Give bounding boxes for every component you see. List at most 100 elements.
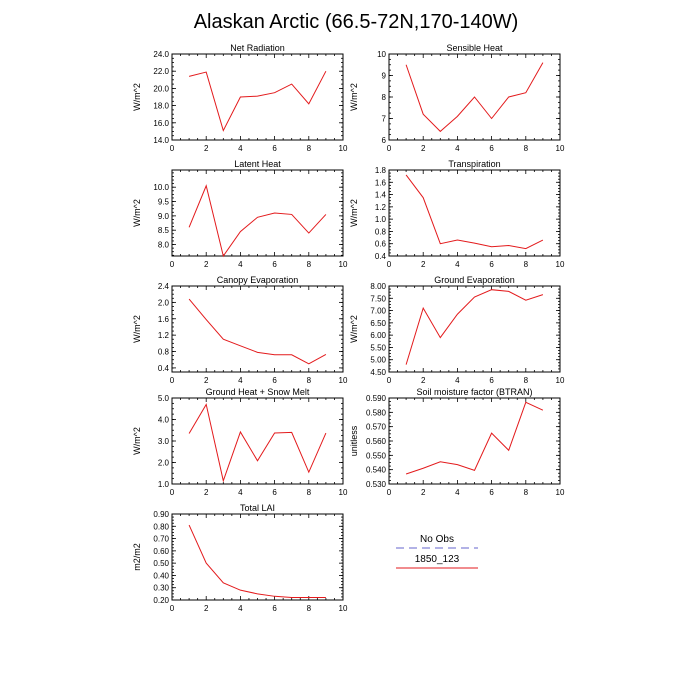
series-line-1 [405,174,544,250]
y-tick-label: 10 [377,50,386,59]
y-axis-label: W/m^2 [349,199,359,227]
y-axis-label: unitless [349,425,359,456]
x-tick-label: 10 [339,376,348,385]
x-tick-label: 2 [204,604,209,613]
y-tick-label: 0.580 [366,408,387,417]
chart-panel-4: Transpiration W/m^2 0 2 4 6 8 10 0.4 0.6 0.8 1.0 1.2… [349,159,565,269]
y-tick-label: 8.00 [370,282,386,291]
series-line-1 [405,401,544,475]
series-line-1 [188,403,327,483]
y-tick-label: 1.6 [158,315,170,324]
x-tick-label: 10 [556,376,565,385]
series-line-1 [188,184,327,258]
x-tick-label: 4 [238,260,243,269]
y-tick-label: 0.60 [153,547,169,556]
y-tick-label: 22.0 [153,67,169,76]
x-tick-label: 2 [204,376,209,385]
x-tick-label: 8 [524,376,529,385]
y-tick-label: 5.00 [370,356,386,365]
x-tick-label: 8 [307,604,312,613]
plot-frame [171,169,344,257]
y-tick-label: 7.00 [370,307,386,316]
y-tick-label: 24.0 [153,50,169,59]
panel-title: Ground Heat + Snow Melt [206,387,310,397]
y-tick-label: 0.540 [366,466,387,475]
x-tick-label: 2 [204,260,209,269]
y-tick-label: 6.00 [370,331,386,340]
plot-frame [388,285,561,373]
x-tick-label: 2 [421,488,426,497]
y-axis-label: W/m^2 [349,315,359,343]
x-tick-label: 8 [307,260,312,269]
x-tick-label: 8 [307,376,312,385]
chart-panel-6: Ground Evaporation W/m^2 0 2 4 6 8 10 4.50 5.00 5.… [349,275,565,385]
series-line-1 [405,62,544,133]
x-tick-label: 10 [339,144,348,153]
x-tick-label: 2 [204,488,209,497]
x-tick-label: 8 [307,144,312,153]
y-tick-label: 18.0 [153,102,169,111]
y-tick-label: 4.0 [158,416,170,425]
y-tick-label: 0.590 [366,394,387,403]
panel-title: Transpiration [448,159,500,169]
y-tick-label: 9.5 [158,198,170,207]
y-tick-label: 7 [382,115,387,124]
legend-label-1850-123: 1850_123 [415,554,460,565]
y-axis-label: W/m^2 [132,83,142,111]
y-tick-label: 0.4 [375,252,387,261]
y-tick-label: 9 [382,72,387,81]
x-tick-label: 4 [455,376,460,385]
y-axis-label: W/m^2 [132,199,142,227]
y-tick-label: 1.0 [375,215,387,224]
y-tick-label: 0.550 [366,451,387,460]
x-tick-label: 6 [272,260,277,269]
x-tick-label: 6 [489,260,494,269]
series-line-1 [405,289,544,365]
plot-frame [171,513,344,601]
series-line-1 [188,298,327,365]
y-tick-label: 8.0 [158,241,170,250]
y-tick-label: 4.50 [370,368,386,377]
x-tick-label: 8 [524,488,529,497]
y-tick-label: 2.0 [158,459,170,468]
y-tick-label: 10.0 [153,183,169,192]
x-tick-label: 4 [238,604,243,613]
chart-panel-5: Canopy Evaporation W/m^2 0 2 4 6 8 10 0.4 0.8 1.2 1… [132,275,348,385]
panel-title: Sensible Heat [446,43,503,53]
legend-label-no-obs: No Obs [420,534,454,545]
chart-panel-2: Sensible Heat W/m^2 0 2 4 6 8 10 6 7 8 9 10 [349,43,565,153]
x-tick-label: 4 [238,144,243,153]
chart-panel-3: Latent Heat W/m^2 0 2 4 6 8 10 8.0 8.5 9.0 9.5 10.0 [132,159,348,269]
y-tick-label: 0.50 [153,559,169,568]
x-tick-label: 0 [387,260,392,269]
panel-title: Net Radiation [230,43,285,53]
x-tick-label: 0 [387,144,392,153]
y-tick-label: 8.5 [158,226,170,235]
y-tick-label: 6.50 [370,319,386,328]
x-tick-label: 6 [489,144,494,153]
y-tick-label: 0.570 [366,423,387,432]
x-tick-label: 6 [272,604,277,613]
x-tick-label: 0 [387,376,392,385]
chart-panel-9: Total LAI m2/m2 0 2 4 6 8 10 0.20 0.30 0.40 0.50 0.6… [132,503,348,613]
panel-title: Latent Heat [234,159,281,169]
y-tick-label: 0.8 [158,348,170,357]
y-axis-label: W/m^2 [349,83,359,111]
x-tick-label: 2 [421,260,426,269]
y-tick-label: 8 [382,93,387,102]
y-tick-label: 0.20 [153,596,169,605]
y-tick-label: 2.4 [158,282,170,291]
x-tick-label: 10 [339,260,348,269]
y-tick-label: 9.0 [158,212,170,221]
x-tick-label: 6 [272,144,277,153]
y-tick-label: 14.0 [153,136,169,145]
x-tick-label: 6 [489,488,494,497]
x-tick-label: 2 [421,144,426,153]
x-tick-label: 6 [272,376,277,385]
chart-panel-8: Soil moisture factor (BTRAN) unitless 0 2 4 6… [349,387,565,497]
chart-panel-7: Ground Heat + Snow Melt W/m^2 0 2 4 6 8 10 1.0 2.… [132,387,348,497]
x-tick-label: 0 [170,376,175,385]
x-tick-label: 0 [170,260,175,269]
